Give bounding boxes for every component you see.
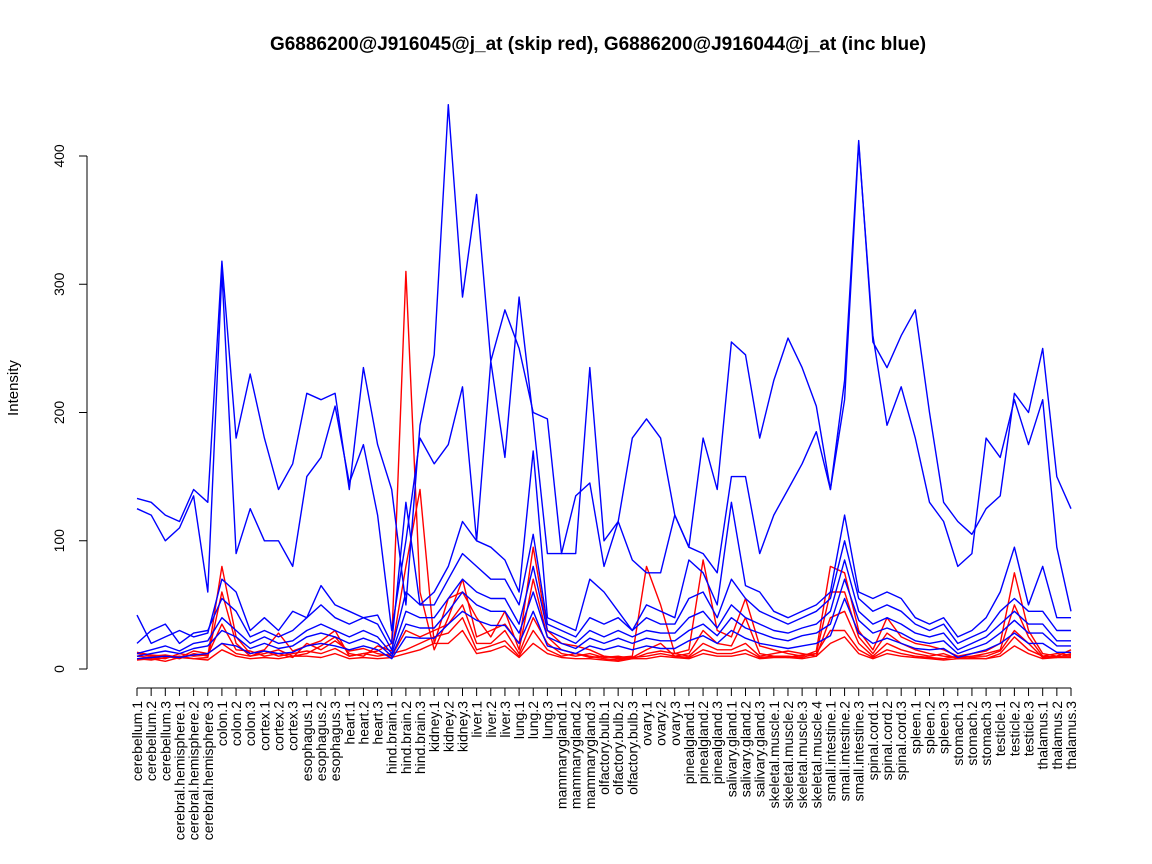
x-tick-label: salivary.gland.3 — [752, 701, 768, 797]
x-tick-label: mammarygland.1 — [554, 701, 570, 809]
x-tick-label: pinealgland.1 — [681, 701, 697, 785]
x-tick-label: thalamus.3 — [1063, 701, 1079, 770]
x-tick-label: kidney.2 — [440, 701, 456, 752]
y-tick-label: 300 — [51, 272, 67, 296]
skip-series-line — [136, 617, 1072, 660]
x-tick-label: small.intestine.2 — [837, 701, 853, 802]
x-tick-label: olfactory.bulb.2 — [610, 701, 626, 795]
x-tick-label: ovary.2 — [653, 701, 669, 746]
x-tick-label: stomach.2 — [964, 701, 980, 766]
x-tick-label: testicle.2 — [1006, 701, 1022, 756]
x-tick-label: hind.brain.1 — [384, 701, 400, 774]
x-tick-label: cerebellum.3 — [157, 701, 173, 781]
x-tick-label: thalamus.2 — [1049, 701, 1065, 770]
x-tick-label: hind.brain.2 — [398, 701, 414, 774]
x-tick-label: ovary.3 — [667, 701, 683, 746]
x-tick-label: spleen.1 — [907, 701, 923, 754]
x-tick-label: kidney.3 — [454, 701, 470, 752]
inc-series-line — [136, 103, 1072, 606]
y-tick-label: 0 — [51, 665, 67, 673]
y-axis: 0 100 200 300 400 — [51, 144, 88, 673]
x-tick-label: mammarygland.2 — [568, 701, 584, 809]
skip-series-line — [136, 629, 1071, 662]
x-tick-label: colon.3 — [242, 701, 258, 746]
x-tick-label: small.intestine.1 — [822, 701, 838, 802]
series-layer — [136, 103, 1072, 662]
x-tick-label: kidney.1 — [426, 701, 442, 752]
x-tick-label: stomach.1 — [950, 701, 966, 766]
x-tick-label: lung.3 — [539, 701, 555, 739]
inc-series-line — [136, 533, 1071, 651]
inc-series-line — [136, 450, 1071, 645]
x-tick-label: colon.2 — [228, 701, 244, 746]
x-tick-label: esophagus.3 — [327, 701, 343, 781]
x-tick-label: salivary.gland.2 — [738, 701, 754, 797]
x-tick-label: pinealgland.2 — [695, 701, 711, 785]
x-tick-label: cerebral.hemisphere.3 — [200, 701, 216, 841]
inc-series-line — [136, 559, 1071, 655]
y-tick-label: 200 — [51, 401, 67, 425]
x-tick-label: hind.brain.3 — [412, 701, 428, 774]
inc-series-line — [136, 578, 1071, 657]
x-tick-label: spleen.3 — [936, 701, 952, 754]
x-tick-label: ovary.1 — [638, 701, 654, 746]
x-tick-label: olfactory.bulb.3 — [624, 701, 640, 795]
x-tick-label: spinal.cord.3 — [893, 701, 909, 781]
skip-series-line — [136, 270, 1072, 660]
x-tick-label: liver.1 — [469, 701, 485, 738]
x-tick-label: lung.2 — [525, 701, 541, 739]
x-tick-label: salivary.gland.1 — [723, 701, 739, 797]
x-tick-label: cerebellum.1 — [129, 701, 145, 781]
x-tick-label: small.intestine.3 — [851, 701, 867, 802]
inc-series-line — [136, 142, 1072, 632]
inc-series-line — [136, 597, 1071, 660]
x-tick-label: cortex.2 — [271, 701, 287, 751]
x-axis: cerebellum.1cerebellum.2cerebellum.3cere… — [129, 687, 1079, 841]
x-tick-label: liver.3 — [497, 701, 513, 738]
x-tick-label: skeletal.muscle.4 — [808, 701, 824, 809]
x-tick-label: testicle.3 — [1021, 701, 1037, 756]
x-tick-label: colon.1 — [214, 701, 230, 746]
x-tick-label: liver.2 — [483, 701, 499, 738]
x-tick-label: heart.2 — [355, 701, 371, 745]
x-tick-label: cortex.1 — [256, 701, 272, 751]
x-tick-label: esophagus.1 — [299, 701, 315, 781]
x-tick-label: testicle.1 — [992, 701, 1008, 756]
x-tick-label: cerebral.hemisphere.2 — [186, 701, 202, 841]
x-tick-label: skeletal.muscle.2 — [780, 701, 796, 809]
x-tick-label: pinealgland.3 — [709, 701, 725, 785]
x-tick-label: spleen.2 — [921, 701, 937, 754]
y-tick-label: 400 — [51, 144, 67, 168]
x-tick-label: olfactory.bulb.1 — [596, 701, 612, 795]
x-tick-label: esophagus.2 — [313, 701, 329, 781]
chart-title: G6886200@J916045@j_at (skip red), G68862… — [270, 34, 926, 55]
x-tick-label: cerebral.hemisphere.1 — [171, 701, 187, 841]
x-tick-label: skeletal.muscle.1 — [766, 701, 782, 809]
x-tick-label: stomach.3 — [978, 701, 994, 766]
y-axis-label: Intensity — [5, 360, 22, 416]
x-tick-label: heart.1 — [341, 701, 357, 745]
skip-series-line — [136, 604, 1071, 660]
x-tick-label: spinal.cord.1 — [865, 701, 881, 781]
x-tick-label: spinal.cord.2 — [879, 701, 895, 781]
x-tick-label: cortex.3 — [285, 701, 301, 751]
x-tick-label: mammarygland.3 — [582, 701, 598, 809]
y-tick-label: 100 — [51, 529, 67, 553]
x-tick-label: heart.3 — [370, 701, 386, 745]
x-tick-label: cerebellum.2 — [143, 701, 159, 781]
x-tick-label: skeletal.muscle.3 — [794, 701, 810, 809]
x-tick-label: thalamus.1 — [1035, 701, 1051, 770]
x-tick-label: lung.1 — [511, 701, 527, 739]
